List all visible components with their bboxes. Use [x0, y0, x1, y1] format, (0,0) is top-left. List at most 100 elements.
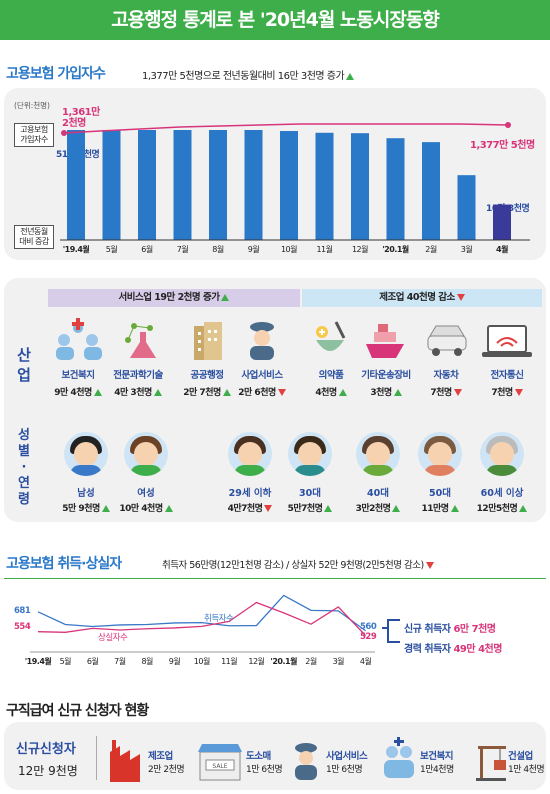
- industry-name: 사업서비스: [241, 370, 283, 381]
- bar: [67, 130, 85, 240]
- industry-panel: [4, 278, 546, 522]
- up-arrow-icon: [93, 389, 102, 396]
- group-value-text: 12만5천명: [476, 504, 518, 514]
- industry-value: 4만 3천명: [107, 385, 169, 398]
- applicant-industry: 제조업: [148, 751, 173, 762]
- up-arrow-icon: [164, 505, 173, 512]
- group-name: 30대: [299, 488, 321, 499]
- line-tick-label: 3월: [332, 657, 345, 666]
- bar-tick-label: 3월: [460, 245, 473, 254]
- bar: [386, 138, 405, 240]
- legend-new: 신규 취득자 6만 7천명: [404, 624, 496, 635]
- industry-value: 4천명: [300, 385, 362, 398]
- split-bracket-icon: [382, 619, 400, 643]
- industry-value: 3천명: [355, 385, 417, 398]
- group-name: 남성: [77, 488, 95, 499]
- face: [74, 442, 98, 466]
- bar: [280, 131, 298, 240]
- down-arrow-icon: [277, 389, 286, 396]
- up-arrow-icon: [338, 389, 347, 396]
- line-endpoint: [61, 130, 67, 136]
- service-header: 서비스업 19만 2천명 증가: [48, 289, 300, 307]
- industry-value-text: 2만 7천명: [183, 388, 221, 398]
- industry-name: 자동차: [433, 370, 459, 381]
- group-value-text: 5만 9천명: [62, 504, 100, 514]
- guard-icon: [250, 322, 274, 360]
- up-arrow-icon: [393, 389, 402, 396]
- industry-value: 7천명: [415, 385, 477, 398]
- applicants-total: 12만 9천명: [18, 764, 78, 778]
- start-acq-value: 681: [14, 606, 31, 616]
- up-arrow-icon: [450, 505, 459, 512]
- group-value-text: 3만2천명: [355, 504, 391, 514]
- up-arrow-icon: [346, 72, 355, 80]
- bar: [138, 130, 156, 240]
- start-loss-value: 554: [14, 622, 31, 632]
- line-tick-label: 4월: [359, 657, 372, 666]
- loss-line-label: 상실자수: [98, 633, 128, 643]
- shirt: [234, 465, 266, 476]
- person-avatar: [356, 432, 400, 476]
- applicants-label: 신규신청자: [16, 742, 76, 757]
- industry-value-text: 9만 4천명: [54, 388, 92, 398]
- industry-name: 전자통신: [490, 370, 524, 381]
- group-value-text: 10만 4천명: [119, 504, 163, 514]
- group-value: 5만 9천명: [55, 501, 117, 514]
- group-name: 60세 이상: [480, 488, 524, 499]
- face: [238, 442, 262, 466]
- line-tick-label: 11월: [221, 657, 238, 666]
- industry-value: 2만 7천명: [176, 385, 238, 398]
- person-avatar: [288, 432, 332, 476]
- divider: [96, 736, 97, 780]
- face: [298, 442, 322, 466]
- bar-tick-label: 5월: [105, 245, 118, 254]
- bar-tick-label: 2월: [425, 245, 437, 254]
- bar: [173, 130, 192, 240]
- shop-icon: SALE: [198, 744, 242, 781]
- group-name: 50대: [429, 488, 451, 499]
- bar-tick-label: 9월: [247, 245, 260, 254]
- industry-value-text: 2만 6천명: [238, 388, 276, 398]
- page-banner: 고용행정 통계로 본 '20년4월 노동시장동향: [0, 0, 550, 40]
- line-tick-label: 5월: [59, 657, 72, 666]
- car-icon: [427, 325, 467, 356]
- applicant-item: 사업서비스 1만 6천명: [326, 748, 368, 775]
- group-value: 12만5천명: [471, 501, 533, 514]
- industry-value-text: 3천명: [370, 388, 392, 398]
- down-arrow-icon: [453, 389, 462, 396]
- industry-title: 산업: [17, 346, 31, 384]
- applicant-count: 1만4천명: [420, 765, 454, 775]
- crane-icon: [476, 746, 506, 781]
- bar-tick-label: 11월: [316, 245, 333, 254]
- bar: [209, 130, 227, 240]
- applicant-count: 1만 6천명: [246, 765, 283, 775]
- line-tick-label: 8월: [141, 657, 153, 666]
- applicants-title: 구직급여 신규 신청자 현황: [6, 703, 149, 719]
- applicant-item: 보건복지 1만4천명: [420, 748, 454, 775]
- person-avatar: [228, 432, 272, 476]
- shirt: [294, 465, 326, 476]
- group-value: 10만 4천명: [115, 501, 177, 514]
- line-tick-label: 10월: [193, 657, 211, 666]
- start-total-value: 1,361만 2천명: [62, 107, 100, 129]
- subscribers-bar-chart: [60, 122, 530, 241]
- applicant-item: 건설업 1만 4천명: [508, 748, 545, 775]
- bar-tick-label: 8월: [212, 245, 224, 254]
- bar: [422, 142, 440, 240]
- industry-value-text: 7천명: [430, 388, 452, 398]
- end-total-value: 1,377만 5천명: [470, 140, 535, 151]
- bar: [493, 204, 511, 240]
- bar-tick-label: 12월: [351, 245, 369, 254]
- group-value: 5만7천명: [279, 501, 341, 514]
- bar: [102, 130, 121, 240]
- bar: [315, 132, 334, 240]
- face: [134, 442, 158, 466]
- up-arrow-icon: [324, 505, 333, 512]
- family-care-icon: [384, 737, 414, 778]
- group-name: 40대: [367, 488, 389, 499]
- group-value-text: 4만7천명: [227, 504, 263, 514]
- line-tick-label: 7월: [114, 657, 126, 666]
- industry-value: 2만 6천명: [231, 385, 293, 398]
